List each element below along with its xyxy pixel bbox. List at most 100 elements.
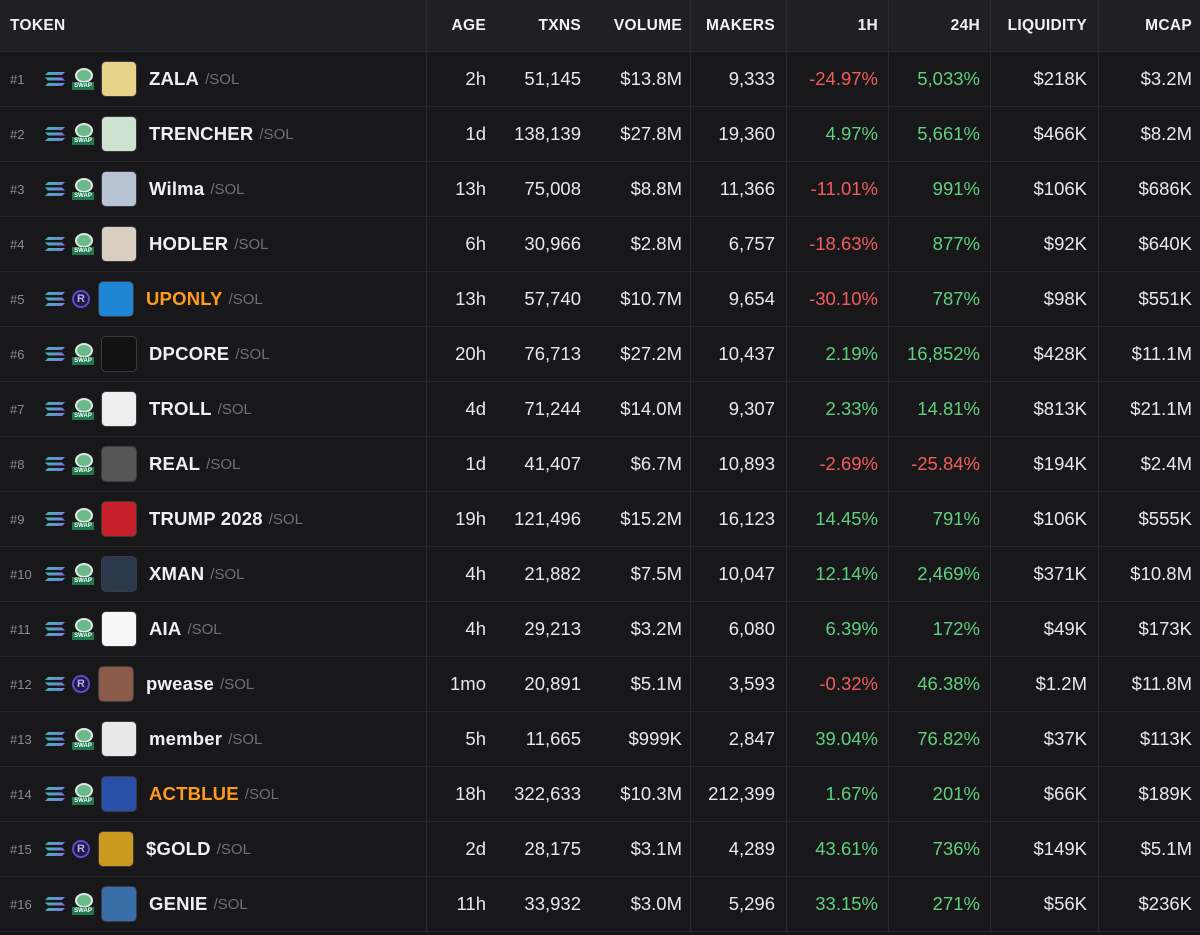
liquidity-cell: $1.2M — [990, 657, 1098, 711]
token-pair: /SOL — [244, 785, 279, 803]
txns-cell: 75,008 — [524, 178, 581, 199]
token-cell[interactable]: #5 R UPONLY /SOL — [0, 272, 426, 326]
table-row[interactable]: #13 SWAP member /SOL 5h 11,665 $999K 2,8… — [0, 712, 1200, 767]
table-row[interactable]: #1 SWAP ZALA /SOL 2h 51,145 $13.8M 9,333… — [0, 52, 1200, 107]
pumpswap-icon: SWAP — [72, 178, 94, 200]
col-txns[interactable]: TXNS — [538, 16, 581, 34]
volume-cell: $6.7M — [630, 453, 682, 474]
table-row[interactable]: #3 SWAP Wilma /SOL 13h 75,008 $8.8M 11,3… — [0, 162, 1200, 217]
token-symbol: member — [149, 728, 223, 749]
change-24h-cell: 14.81% — [888, 382, 990, 436]
table-row[interactable]: #4 SWAP HODLER /SOL 6h 30,966 $2.8M 6,75… — [0, 217, 1200, 272]
solana-icon — [45, 732, 65, 746]
col-mcap[interactable]: MCAP — [1098, 0, 1200, 51]
token-cell[interactable]: #6 SWAP DPCORE /SOL — [0, 327, 426, 381]
table-row[interactable]: #11 SWAP AIA /SOL 4h 29,213 $3.2M 6,080 … — [0, 602, 1200, 657]
token-cell[interactable]: #11 SWAP AIA /SOL — [0, 602, 426, 656]
volume-cell: $10.7M — [620, 288, 682, 309]
table-row[interactable]: #16 SWAP GENIE /SOL 11h 33,932 $3.0M 5,2… — [0, 877, 1200, 932]
table-row[interactable]: #6 SWAP DPCORE /SOL 20h 76,713 $27.2M 10… — [0, 327, 1200, 382]
makers-cell: 3,593 — [690, 657, 786, 711]
rank-label: #9 — [10, 511, 25, 527]
token-cell[interactable]: #2 SWAP TRENCHER /SOL — [0, 107, 426, 161]
col-token[interactable]: TOKEN — [10, 16, 66, 34]
token-cell[interactable]: #9 SWAP TRUMP 2028 /SOL — [0, 492, 426, 546]
token-cell[interactable]: #4 SWAP HODLER /SOL — [0, 217, 426, 271]
token-cell[interactable]: #16 SWAP GENIE /SOL — [0, 877, 426, 931]
token-symbol: XMAN — [149, 563, 205, 584]
liquidity-cell: $106K — [990, 492, 1098, 546]
age-cell: 4d — [426, 382, 498, 436]
mcap-cell: $236K — [1098, 877, 1200, 931]
token-cell[interactable]: #8 SWAP REAL /SOL — [0, 437, 426, 491]
token-avatar — [101, 61, 137, 97]
token-cell[interactable]: #1 SWAP ZALA /SOL — [0, 52, 426, 106]
solana-icon — [45, 677, 65, 691]
rank-label: #10 — [10, 566, 32, 582]
token-symbol: TROLL — [149, 398, 212, 419]
token-pair: /SOL — [187, 620, 222, 638]
change-1h-cell: -11.01% — [786, 162, 888, 216]
table-row[interactable]: #9 SWAP TRUMP 2028 /SOL 19h 121,496 $15.… — [0, 492, 1200, 547]
token-avatar — [98, 666, 134, 702]
mcap-cell: $11.8M — [1098, 657, 1200, 711]
txns-cell: 29,213 — [524, 618, 581, 639]
col-age[interactable]: AGE — [426, 0, 498, 51]
mcap-cell: $2.4M — [1098, 437, 1200, 491]
age-cell: 1mo — [426, 657, 498, 711]
token-cell[interactable]: #7 SWAP TROLL /SOL — [0, 382, 426, 436]
token-pair: /SOL — [220, 675, 255, 693]
token-cell[interactable]: #15 R $GOLD /SOL — [0, 822, 426, 876]
rank-label: #13 — [10, 731, 32, 747]
col-volume[interactable]: VOLUME — [613, 16, 682, 34]
age-cell: 1d — [426, 107, 498, 161]
table-row[interactable]: #8 SWAP REAL /SOL 1d 41,407 $6.7M 10,893… — [0, 437, 1200, 492]
col-liquidity[interactable]: LIQUIDITY — [990, 0, 1098, 51]
token-cell[interactable]: #12 R pwease /SOL — [0, 657, 426, 711]
table-row[interactable]: #12 R pwease /SOL 1mo 20,891 $5.1M 3,593… — [0, 657, 1200, 712]
mcap-cell: $551K — [1098, 272, 1200, 326]
rank-label: #4 — [10, 236, 25, 252]
token-cell[interactable]: #14 SWAP ACTBLUE /SOL — [0, 767, 426, 821]
table-row[interactable]: #5 R UPONLY /SOL 13h 57,740 $10.7M 9,654… — [0, 272, 1200, 327]
token-cell[interactable]: #13 SWAP member /SOL — [0, 712, 426, 766]
solana-icon — [45, 457, 65, 471]
txns-cell: 41,407 — [524, 453, 581, 474]
table-row[interactable]: #10 SWAP XMAN /SOL 4h 21,882 $7.5M 10,04… — [0, 547, 1200, 602]
token-cell[interactable]: #10 SWAP XMAN /SOL — [0, 547, 426, 601]
col-makers[interactable]: MAKERS — [690, 0, 786, 51]
token-pair: /SOL — [228, 730, 263, 748]
txns-cell: 51,145 — [524, 68, 581, 89]
pumpswap-icon: SWAP — [72, 563, 94, 585]
table-row[interactable]: #7 SWAP TROLL /SOL 4d 71,244 $14.0M 9,30… — [0, 382, 1200, 437]
makers-cell: 11,366 — [690, 162, 786, 216]
mcap-cell: $113K — [1098, 712, 1200, 766]
change-1h-cell: -0.32% — [786, 657, 888, 711]
change-24h-cell: 76.82% — [888, 712, 990, 766]
token-symbol: Wilma — [149, 178, 205, 199]
age-cell: 2h — [426, 52, 498, 106]
age-cell: 11h — [426, 877, 498, 931]
token-symbol: REAL — [149, 453, 201, 474]
change-24h-cell: 736% — [888, 822, 990, 876]
mcap-cell: $5.1M — [1098, 822, 1200, 876]
col-1h[interactable]: 1H — [786, 0, 888, 51]
pumpswap-icon: SWAP — [72, 233, 94, 255]
pumpswap-icon: SWAP — [72, 343, 94, 365]
change-24h-cell: 5,033% — [888, 52, 990, 106]
change-1h-cell: -2.69% — [786, 437, 888, 491]
pumpswap-icon: SWAP — [72, 783, 94, 805]
token-symbol: DPCORE — [149, 343, 230, 364]
rank-label: #15 — [10, 841, 32, 857]
token-symbol: ZALA — [149, 68, 200, 89]
table-row[interactable]: #2 SWAP TRENCHER /SOL 1d 138,139 $27.8M … — [0, 107, 1200, 162]
makers-cell: 9,333 — [690, 52, 786, 106]
table-row[interactable]: #14 SWAP ACTBLUE /SOL 18h 322,633 $10.3M… — [0, 767, 1200, 822]
mcap-cell: $8.2M — [1098, 107, 1200, 161]
liquidity-cell: $194K — [990, 437, 1098, 491]
token-pair: /SOL — [259, 125, 294, 143]
token-cell[interactable]: #3 SWAP Wilma /SOL — [0, 162, 426, 216]
col-24h[interactable]: 24H — [888, 0, 990, 51]
table-row[interactable]: #15 R $GOLD /SOL 2d 28,175 $3.1M 4,289 4… — [0, 822, 1200, 877]
